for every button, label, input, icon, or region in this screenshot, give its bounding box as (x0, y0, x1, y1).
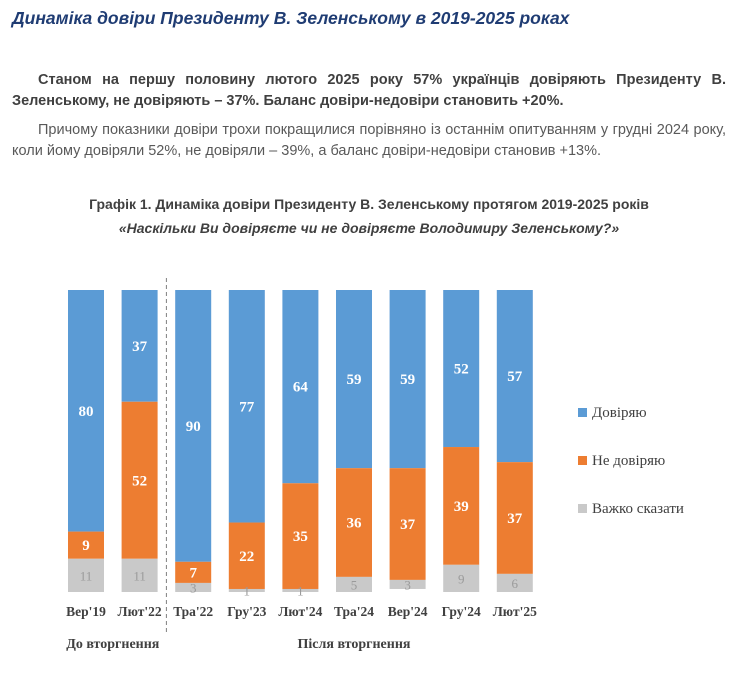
bar-segment (443, 564, 480, 592)
data-label: 35 (293, 529, 308, 545)
legend-entry: Важко сказати (592, 501, 684, 517)
bar-segment (389, 579, 426, 589)
x-tick-label: Тра'22 (173, 604, 213, 619)
x-tick-label: Тра'24 (334, 604, 374, 619)
bar-segment (282, 588, 319, 592)
data-label: 52 (132, 473, 147, 489)
x-tick-label: Гру'23 (227, 604, 266, 619)
bar-segment (443, 290, 480, 448)
bar-segment (68, 531, 104, 559)
data-label: 9 (82, 538, 90, 554)
data-label: 3 (404, 577, 411, 592)
bar-segment (175, 290, 212, 562)
bar-segment (389, 468, 426, 580)
bar-segment (121, 290, 158, 402)
data-label: 37 (132, 339, 148, 355)
x-tick-label: Лют'24 (278, 604, 322, 619)
page-title: Динаміка довіри Президенту В. Зеленськом… (12, 8, 570, 28)
x-tick-label: Вер'19 (66, 604, 106, 619)
bar-segment (389, 290, 426, 469)
bar-segment (336, 290, 372, 469)
bar-segment (68, 290, 104, 532)
bar-segment (121, 558, 158, 592)
data-label: 52 (454, 362, 469, 378)
group-label: Після вторгнення (298, 637, 411, 652)
chart-subtitle: «Наскільки Ви довіряєте чи не довіряєте … (118, 220, 620, 236)
data-label: 37 (400, 517, 416, 533)
data-label: 64 (293, 380, 309, 396)
detail-paragraph: Причому показники довіри трохи покращили… (12, 122, 726, 159)
data-label: 5 (351, 577, 358, 592)
legend-entry: Не довіряю (592, 453, 665, 469)
bar-segment (228, 522, 265, 589)
bar-segment (175, 561, 212, 583)
bar-segment (228, 290, 265, 523)
data-label: 1 (297, 583, 304, 598)
bar-segment (282, 290, 319, 484)
bar-segment (496, 290, 533, 463)
x-tick-label: Гру'24 (442, 604, 481, 619)
data-label: 1 (244, 583, 251, 598)
bar-segment (121, 401, 158, 559)
bar-segment (282, 483, 319, 589)
x-tick-label: Лют'25 (493, 604, 537, 619)
data-label: 11 (80, 568, 93, 583)
data-label: 37 (507, 511, 523, 527)
data-label: 59 (347, 372, 362, 388)
summary-paragraph: Станом на першу половину лютого 2025 рок… (12, 72, 726, 109)
data-label: 39 (454, 499, 469, 515)
data-label: 6 (512, 576, 519, 591)
bar-segment (228, 588, 265, 592)
data-label: 80 (79, 404, 94, 420)
legend-entry: Довіряю (592, 405, 647, 421)
data-label: 77 (239, 399, 255, 415)
data-label: 36 (347, 516, 363, 532)
data-label: 57 (507, 369, 523, 385)
legend-swatch (578, 456, 587, 465)
bar-segment (336, 468, 372, 577)
data-label: 11 (133, 568, 146, 583)
bar-segment (496, 462, 533, 574)
data-label: 7 (189, 565, 197, 581)
data-label: 9 (458, 571, 465, 586)
bar-segment (496, 573, 533, 592)
legend-swatch (578, 408, 587, 417)
data-label: 90 (186, 419, 201, 435)
x-tick-label: Лют'22 (118, 604, 162, 619)
x-tick-label: Вер'24 (388, 604, 428, 619)
data-label: 59 (400, 372, 415, 388)
group-label: До вторгнення (66, 637, 160, 652)
bar-segment (175, 582, 212, 592)
bar-segment (443, 447, 480, 565)
bar-segment (68, 558, 104, 592)
data-label: 22 (239, 549, 254, 565)
chart-title: Графік 1. Динаміка довіри Президенту В. … (89, 196, 649, 212)
data-label: 3 (190, 580, 197, 595)
bar-segment (336, 576, 372, 592)
legend-swatch (578, 504, 587, 513)
